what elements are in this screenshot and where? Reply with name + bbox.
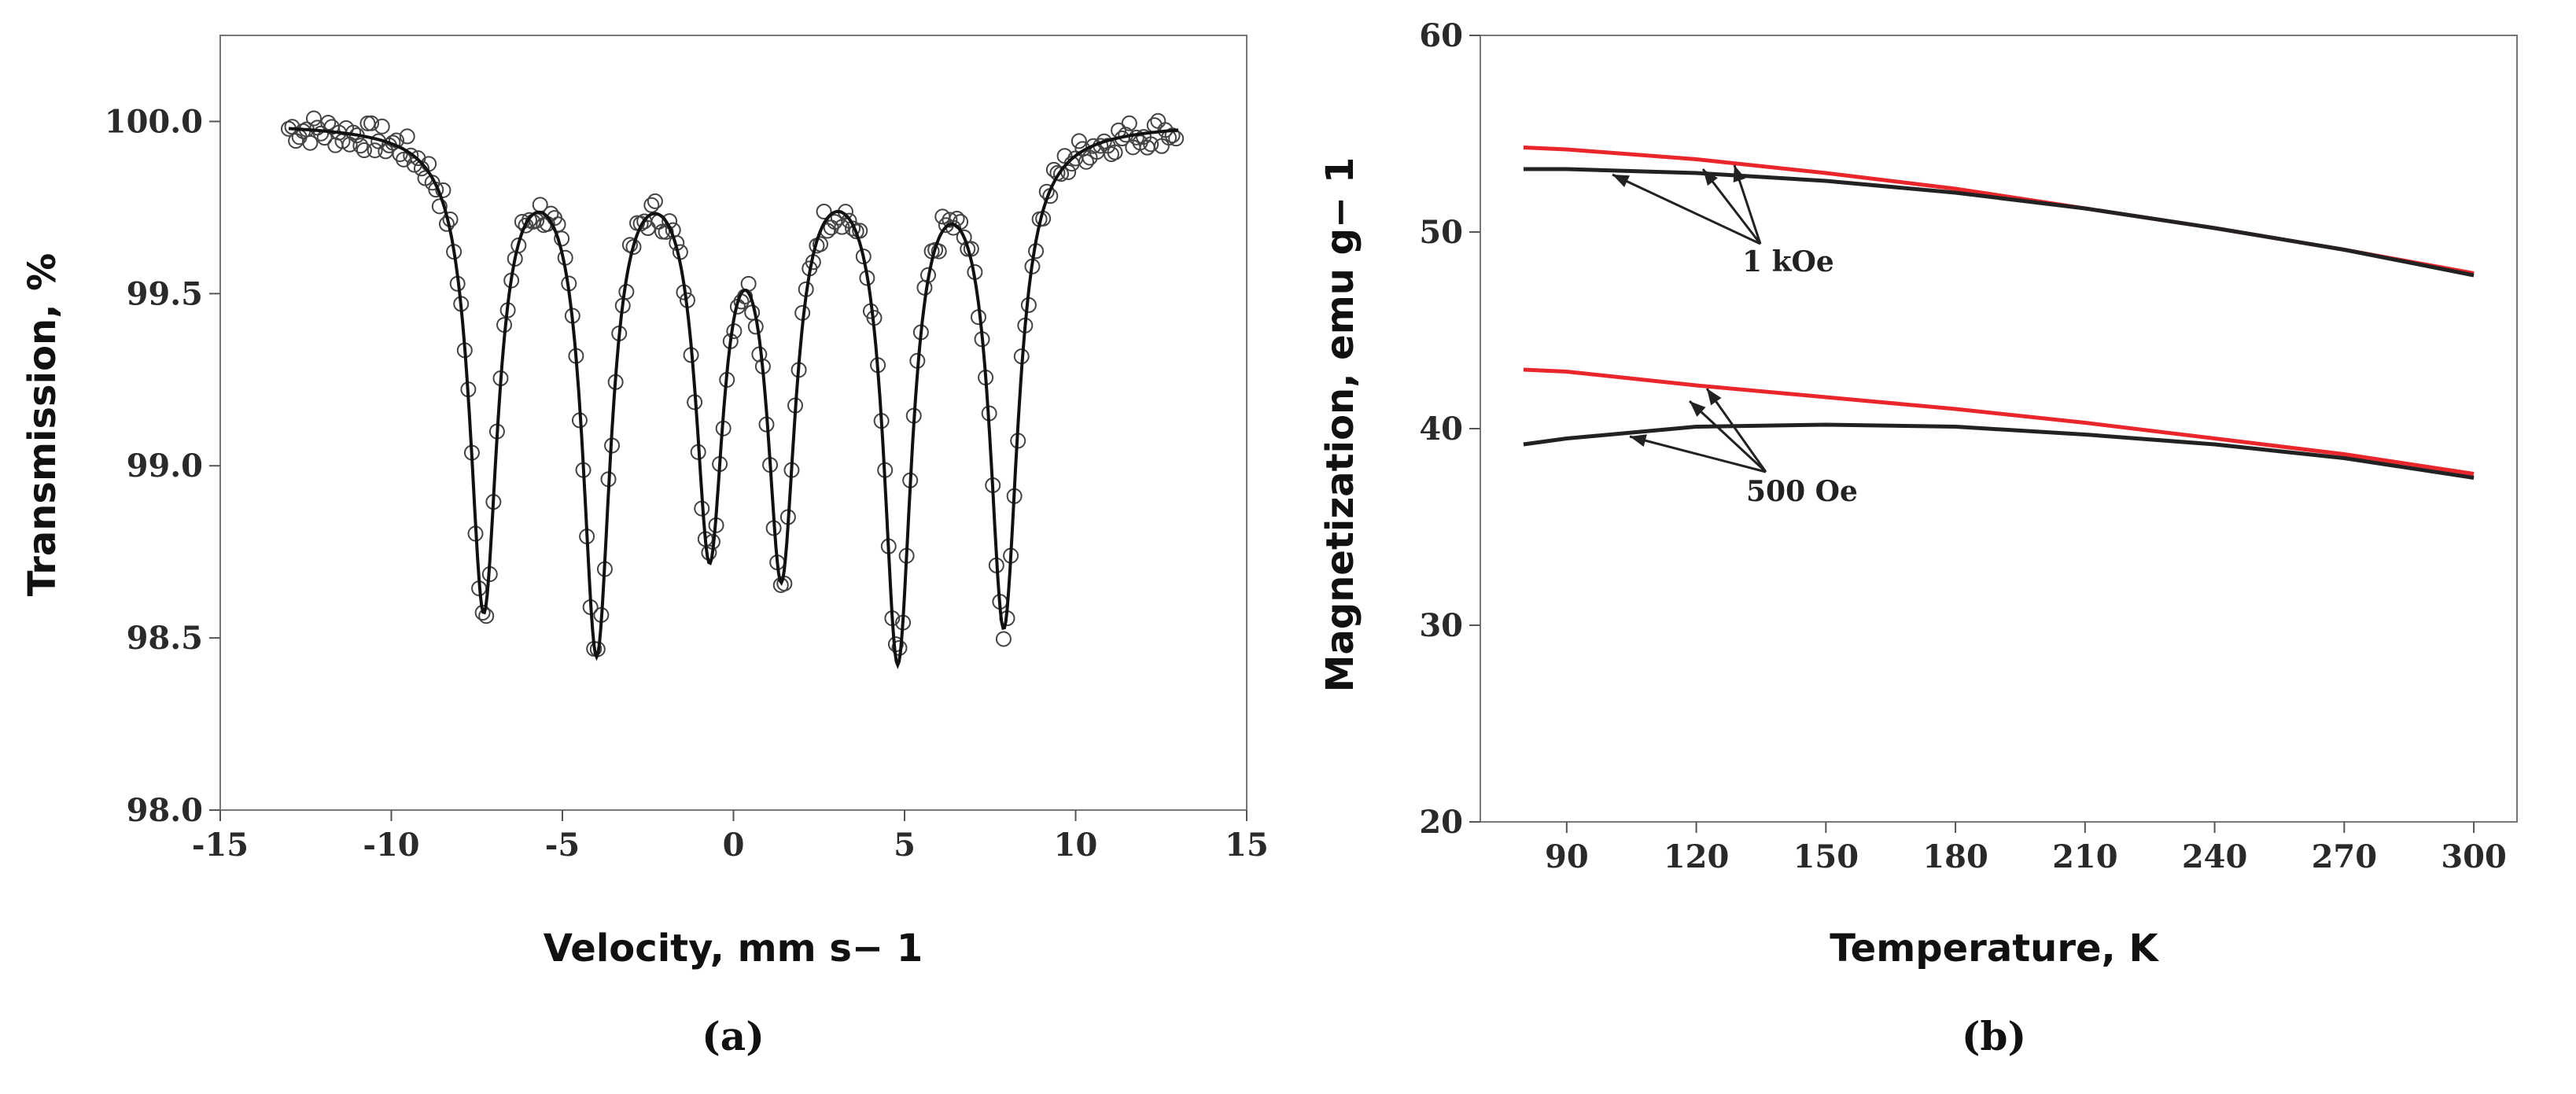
chart-a-panel-label: (a) xyxy=(702,1013,765,1059)
chart-a-data-point xyxy=(399,128,415,145)
chart-a-data-point xyxy=(367,142,383,159)
chart-a-data-point xyxy=(1107,144,1123,160)
chart-a-ytick-label: 98.5 xyxy=(127,620,203,657)
chart-a-data-point xyxy=(942,212,958,228)
chart-a-data-point xyxy=(816,203,832,219)
annotation-500oe: 500 Oe xyxy=(1746,475,1858,508)
chart-a-data-point xyxy=(625,238,642,255)
chart-a-data-point xyxy=(995,631,1012,647)
annotation-1koe-arrow xyxy=(1612,173,1761,245)
chart-a-data-point xyxy=(374,118,390,134)
chart-a-data-point xyxy=(1103,146,1119,163)
chart-a-data-point xyxy=(431,198,448,215)
chart-b-xtick-label: 240 xyxy=(2182,838,2248,875)
chart-b: 20 30 40 50 60 90 120 150 180 210 240 270 300 1 kOe… xyxy=(1318,17,2518,1059)
annotation-1koe: 1 kOe xyxy=(1742,245,1834,278)
chart-a-data-point xyxy=(643,197,660,213)
chart-b-series-line xyxy=(1523,167,2475,278)
chart-a-ylabel: Transmission, % xyxy=(20,253,64,597)
annotation-500oe-arrow-head xyxy=(1630,434,1647,448)
chart-a-data-point xyxy=(1128,129,1144,145)
annotation-500oe-arrow xyxy=(1688,400,1767,473)
chart-a-data-point xyxy=(1143,136,1159,153)
annotation-1koe-arrow-head xyxy=(1703,169,1718,186)
chart-b-series-line xyxy=(1523,422,2475,480)
chart-a-ytick-label: 100.0 xyxy=(105,103,203,140)
chart-a-xtick-label: -15 xyxy=(192,827,249,864)
chart-b-ytick-label: 20 xyxy=(1419,804,1463,841)
chart-a-data-point xyxy=(956,229,972,245)
chart-b-xtick-label: 270 xyxy=(2312,838,2378,875)
chart-b-ytick-label: 30 xyxy=(1419,607,1463,644)
chart-a-data-point xyxy=(1121,115,1137,131)
chart-b-series-line xyxy=(1523,367,2475,476)
chart-a-xtick-label: 0 xyxy=(723,827,745,864)
chart-a-data-point xyxy=(352,138,369,154)
chart-a-data-point xyxy=(403,147,419,164)
chart-a-data-point xyxy=(841,212,857,229)
annotation-500oe-arrow xyxy=(1629,435,1767,473)
chart-a-data-point xyxy=(1150,112,1166,129)
chart-b-xtick-label: 300 xyxy=(2441,838,2507,875)
chart-a-data-point xyxy=(740,275,757,292)
chart-a-data-point xyxy=(1053,166,1070,182)
chart-a-data-point xyxy=(363,115,380,131)
chart-a: 98.0 98.5 99.0 99.5 100.0 -15 -10 -5 0 5 10 15 Tra… xyxy=(20,35,1269,1059)
chart-a-xtick-label: -5 xyxy=(545,827,580,864)
chart-a-data-point xyxy=(1164,127,1181,144)
chart-b-ytick-label: 50 xyxy=(1419,214,1463,251)
chart-a-xtick-label: 10 xyxy=(1054,827,1098,864)
chart-a-data-point xyxy=(812,236,828,252)
chart-a-data-point xyxy=(435,182,451,198)
chart-b-ylabel: Magnetization, emu g− 1 xyxy=(1318,157,1362,693)
chart-a-xlabel: Velocity, mm s− 1 xyxy=(544,926,923,971)
chart-a-ytick-label: 99.0 xyxy=(127,448,203,484)
annotation-1koe-arrow-head xyxy=(1612,175,1630,188)
chart-a-xtick-label: 15 xyxy=(1225,827,1269,864)
chart-a-data-point xyxy=(1071,133,1087,149)
chart-b-xlabel: Temperature, K xyxy=(1830,926,2159,971)
chart-a-data-point xyxy=(852,223,868,239)
chart-b-ytick-label: 60 xyxy=(1419,17,1463,54)
chart-b-xtick-label: 210 xyxy=(2052,838,2118,875)
chart-a-data-point xyxy=(1078,153,1094,170)
annotation-500oe-arrow-head xyxy=(1690,401,1706,417)
chart-a-data-point xyxy=(305,110,322,127)
chart-b-series-line xyxy=(1523,145,2475,275)
chart-a-xtick-label: -10 xyxy=(363,827,419,864)
chart-a-fit-line xyxy=(288,127,1179,669)
chart-a-data-point xyxy=(1096,133,1112,149)
chart-a-ytick-label: 99.5 xyxy=(127,275,203,312)
chart-b-xtick-label: 180 xyxy=(1922,838,1988,875)
chart-b-panel-label: (b) xyxy=(1962,1013,2026,1059)
annotation-500oe-arrow-head xyxy=(1707,389,1722,406)
chart-b-xtick-label: 120 xyxy=(1664,838,1730,875)
chart-a-ytick-label: 98.0 xyxy=(127,792,203,829)
chart-a-data-point xyxy=(960,241,976,257)
chart-a-data-point xyxy=(931,243,947,260)
chart-b-xtick-label: 150 xyxy=(1793,838,1859,875)
annotation-1koe-arrow-head xyxy=(1733,165,1746,182)
chart-a-data-point xyxy=(302,134,319,151)
chart-a-data-point xyxy=(288,133,304,149)
chart-b-xtick-label: 90 xyxy=(1545,838,1589,875)
chart-a-data-point xyxy=(320,114,337,131)
chart-a-data-point xyxy=(359,115,376,131)
chart-a-xtick-label: 5 xyxy=(894,827,916,864)
chart-a-data-point xyxy=(647,193,663,209)
chart-a-data-point xyxy=(621,237,638,253)
annotation-500oe-arrow xyxy=(1705,388,1767,473)
chart-a-data-point xyxy=(845,220,861,237)
chart-a-data-point xyxy=(1153,138,1170,154)
chart-b-ytick-label: 40 xyxy=(1419,411,1463,448)
chart-a-data-point xyxy=(356,142,372,159)
